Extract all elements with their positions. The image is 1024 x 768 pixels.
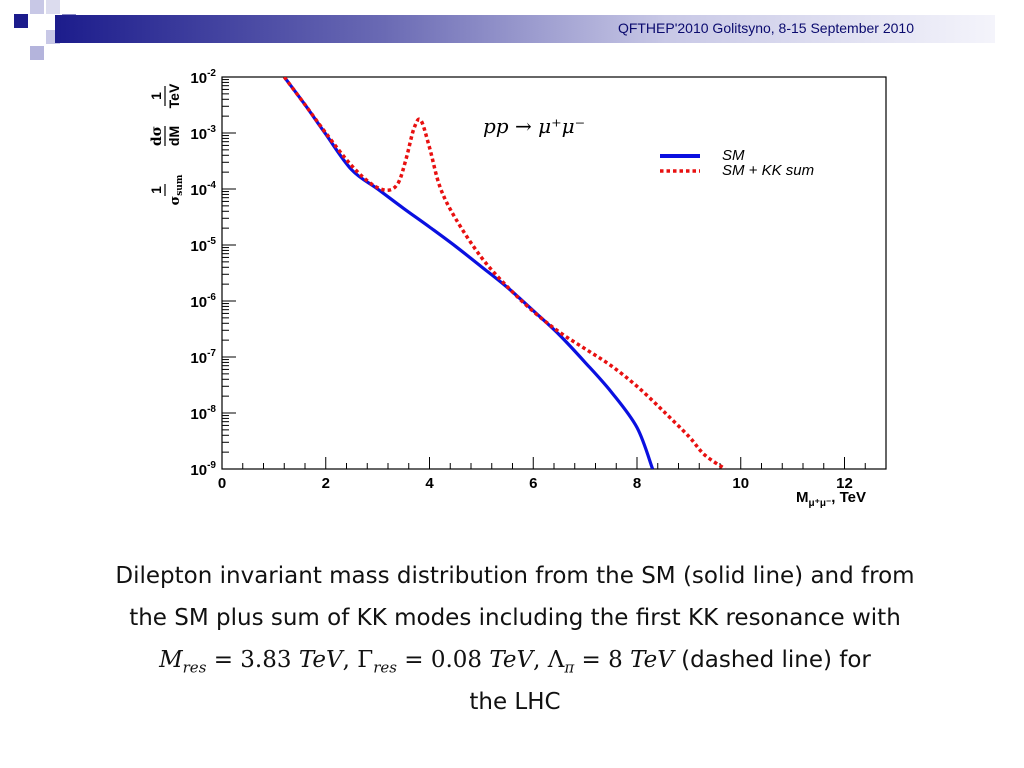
svg-text:dM: dM [166, 126, 182, 146]
caption-sep-1: , [342, 647, 358, 673]
caption-lambda-sub: π [564, 658, 575, 677]
x-tick-label: 12 [836, 475, 853, 492]
svg-text:σsum: σsum [168, 174, 185, 205]
caption-gamma-symbol: Γ [357, 647, 374, 673]
process-label: pp → μ⁺μ⁻ [483, 114, 585, 138]
header-title: QFTHEP'2010 Golitsyno, 8-15 September 20… [617, 20, 914, 36]
logo-square-2 [30, 0, 44, 14]
svg-text:Mμ⁺μ⁻, TeV: Mμ⁺μ⁻, TeV [796, 489, 866, 509]
chart: 0 2 4 6 8 10 12 10-2 10-3 10-4 10-5 10-6 10-7 10-8 10-… [148, 68, 887, 509]
caption-line-3: Mres = 3.83 TeV, Γres = 0.08 TeV, Λπ = 8… [40, 639, 990, 681]
caption-unit-3: TeV [630, 647, 674, 673]
y-tick-label: 10-9 [190, 460, 216, 479]
svg-text:1: 1 [148, 186, 164, 194]
sm-curve [283, 77, 655, 469]
x-tick-label: 10 [732, 475, 749, 492]
y-tick-label: 10-8 [190, 404, 216, 423]
x-tick-label: 0 [218, 475, 226, 492]
y-tick-label: 10-7 [190, 348, 216, 367]
y-tick-label: 10-4 [190, 180, 216, 199]
legend-kk-label: SM + KK sum [722, 162, 814, 179]
slide-header: QFTHEP'2010 Golitsyno, 8-15 September 20… [0, 0, 1024, 60]
logo-square-1 [14, 14, 28, 28]
y-tick-label: 10-5 [190, 236, 216, 255]
svg-text:dσ: dσ [149, 126, 165, 146]
x-tick-label: 8 [633, 475, 641, 492]
caption-m-value: = 3.83 [206, 647, 299, 673]
caption-line-2: the SM plus sum of KK modes including th… [129, 605, 901, 631]
caption-tail: (dashed line) for [673, 647, 871, 673]
x-tick-label: 4 [425, 475, 434, 492]
x-tick-label: 6 [529, 475, 537, 492]
caption-gamma-value: = 0.08 [396, 647, 490, 673]
sm-kk-sum-curve [282, 77, 727, 469]
y-tick-label: 10-6 [190, 292, 216, 311]
caption-lambda-symbol: Λ [547, 647, 565, 673]
svg-text:1: 1 [148, 92, 164, 100]
logo-square-5 [30, 46, 44, 60]
svg-text:TeV: TeV [166, 83, 182, 108]
header-gradient-bar [55, 15, 995, 43]
chart-labels: pp → μ⁺μ⁻ SM SM + KK sum 1 σsum dσ dM 1 … [148, 83, 866, 509]
legend-sm-label: SM [722, 147, 745, 164]
caption-unit-2: TeV [489, 647, 534, 673]
y-tick-label: 10-2 [190, 68, 216, 87]
caption-sep-2: , [533, 647, 548, 673]
caption-m-symbol: M [159, 647, 183, 673]
x-axis-title: Mμ⁺μ⁻, TeV [796, 489, 866, 509]
curves [282, 77, 727, 469]
y-tick-label: 10-3 [190, 124, 216, 143]
y-axis-title: 1 σsum dσ dM 1 TeV [148, 83, 185, 205]
legend: SM SM + KK sum [660, 147, 814, 179]
caption-gamma-sub: res [373, 658, 397, 677]
caption-line-4: the LHC [469, 689, 561, 715]
caption-unit-1: TeV [298, 647, 343, 673]
x-tick-label: 2 [322, 475, 330, 492]
caption-m-sub: res [182, 658, 207, 677]
caption-line-1: Dilepton invariant mass distribution fro… [115, 563, 915, 589]
caption-lambda-value: = 8 [574, 647, 631, 673]
logo-square-3 [46, 0, 60, 14]
axes: 0 2 4 6 8 10 12 10-2 10-3 10-4 10-5 10-6 10-7 10-8 10-… [190, 68, 887, 492]
figure-caption: Dilepton invariant mass distribution fro… [40, 555, 990, 723]
